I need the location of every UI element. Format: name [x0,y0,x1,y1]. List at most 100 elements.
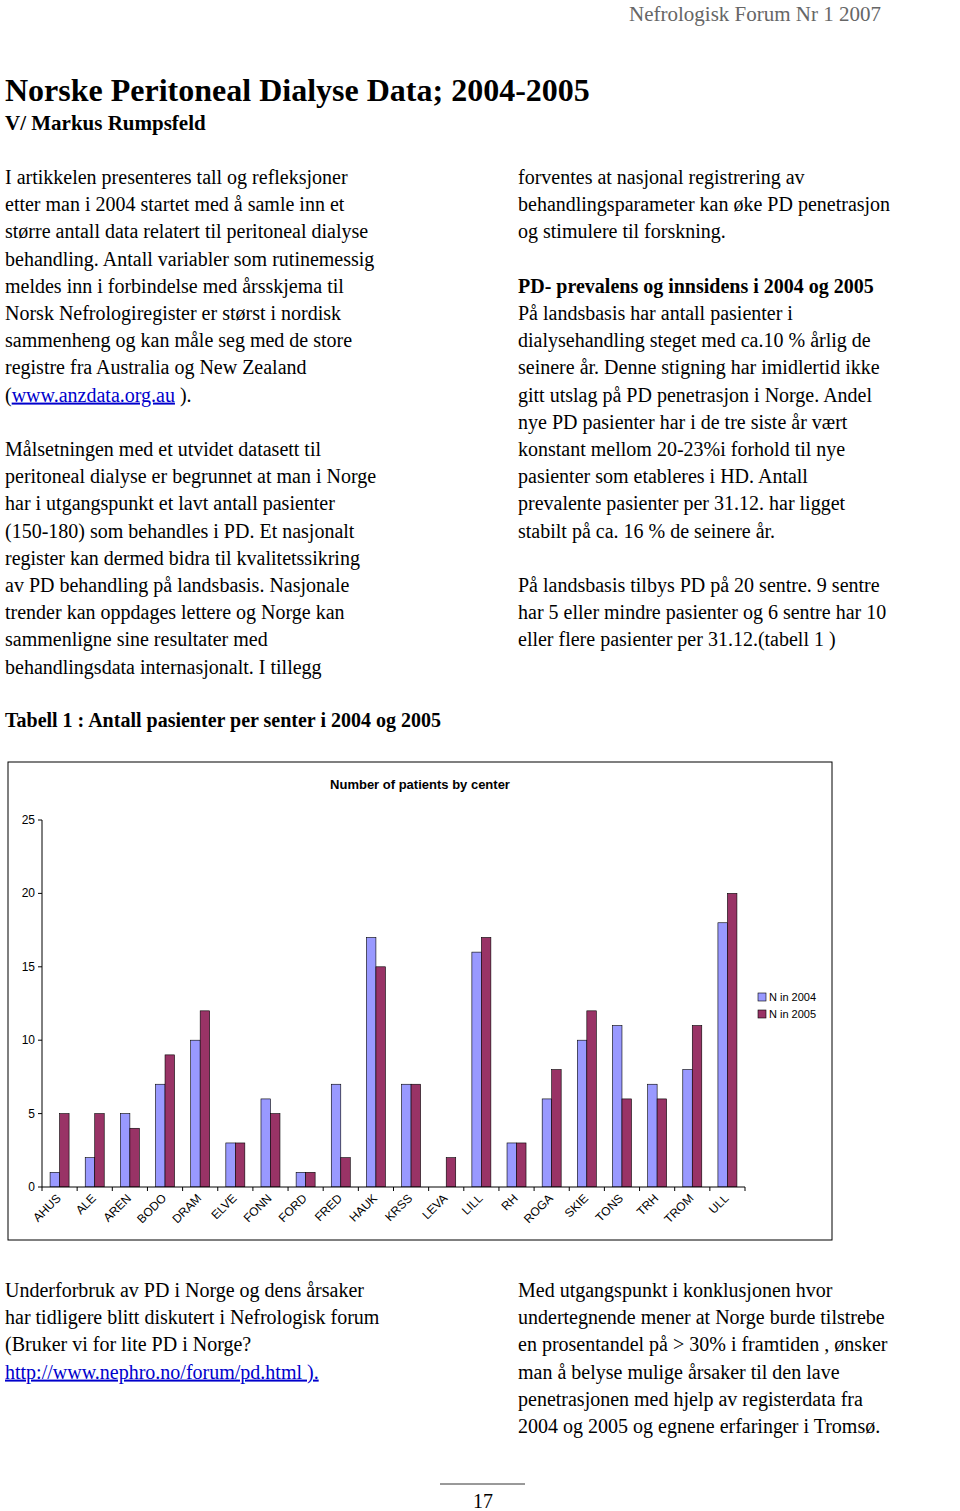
bar [156,1084,166,1187]
section-heading: PD- prevalens og innsidens i 2004 og 200… [518,275,874,298]
text-segment: 2004 og 2005 og egnene erfaringer i Trom… [518,1415,880,1438]
text-segment: meldes inn i forbindelse med årsskjema t… [5,275,344,298]
text-line: stabilt på ca. 16 % de seinere år. [518,520,775,543]
text-line: (Bruker vi for lite PD i Norge? [5,1333,251,1356]
bar [120,1114,130,1187]
text-segment: behandlingsparameter kan øke PD penetras… [518,193,890,216]
text-line: man å belyse mulige årsaker til den lave [518,1361,840,1384]
x-tick-label: SKIE [562,1191,591,1220]
text-line: sammenheng og kan måle seg med de store [5,329,352,352]
bar [50,1172,60,1187]
bar [226,1143,236,1187]
bar [341,1158,351,1187]
bar [306,1172,316,1187]
x-tick [147,1187,148,1191]
text-line: har tidligere blitt diskutert i Nefrolog… [5,1306,380,1329]
bar [95,1114,105,1187]
text-segment: register kan dermed bidra til kvalitetss… [5,547,360,570]
text-segment: Målsetningen med et utvidet datasett til [5,438,321,461]
x-tick [182,1187,183,1191]
x-tick-label: HAUK [347,1191,380,1224]
text-line: behandling. Antall variabler som rutinem… [5,248,374,271]
text-segment: sammenheng og kan måle seg med de store [5,329,352,352]
text-segment: prevalente pasienter per 31.12. har ligg… [518,492,846,515]
article-title: Norske Peritoneal Dialyse Data; 2004-200… [5,72,590,108]
text-segment: Norsk Nefrologiregister er størst i nord… [5,302,341,325]
bar [657,1099,667,1187]
x-tick-label: AHUS [30,1191,63,1224]
text-segment: Med utgangspunkt i konklusjonen hvor [518,1279,833,1302]
text-line: registre fra Australia og New Zealand [5,356,307,379]
bar [85,1158,95,1187]
x-tick [534,1187,535,1191]
text-line: har i utgangspunkt et lavt antall pasien… [5,492,335,515]
text-segment: forventes at nasjonal registrering av [518,166,805,189]
y-tick [38,820,42,821]
text-line: Med utgangspunkt i konklusjonen hvor [518,1279,833,1302]
text-line: I artikkelen presenteres tall og refleks… [5,166,348,189]
text-line: undertegnende mener at Norge burde tilst… [518,1306,885,1329]
text-line: 2004 og 2005 og egnene erfaringer i Trom… [518,1415,880,1438]
x-tick-label: LILL [459,1191,486,1218]
text-segment: pasienter som etableres i HD. Antall [518,465,808,488]
text-segment: registre fra Australia og New Zealand [5,356,307,379]
legend-swatch [758,1010,766,1018]
x-tick [709,1187,710,1191]
link[interactable]: http://www.nephro.no/forum/pd.html ). [5,1361,319,1384]
x-tick [498,1187,499,1191]
text-segment: etter man i 2004 startet med å samle inn… [5,193,345,215]
text-line: http://www.nephro.no/forum/pd.html ). [5,1361,319,1384]
text-segment: konstant mellom 20-23%i forhold til nye [518,438,845,461]
text-line: meldes inn i forbindelse med årsskjema t… [5,275,344,298]
text-line: På landsbasis tilbys PD på 20 sentre. 9 … [518,574,880,597]
x-tick [42,1187,43,1191]
text-line: Norsk Nefrologiregister er størst i nord… [5,302,341,325]
text-line: har 5 eller mindre pasienter og 6 sentre… [518,601,886,624]
text-segment: har tidligere blitt diskutert i Nefrolog… [5,1306,380,1329]
x-tick-label: TRH [634,1191,661,1218]
bar [692,1026,702,1187]
text-segment: Underforbruk av PD i Norge og dens årsak… [5,1279,364,1302]
y-tick-label: 10 [22,1033,36,1047]
x-tick [639,1187,640,1191]
text-line: penetrasjonen med hjelp av registerdata … [518,1388,863,1411]
text-line: behandlingsparameter kan øke PD penetras… [518,193,890,216]
x-tick-label: TROM [662,1191,697,1226]
text-segment: trender kan oppdages lettere og Norge ka… [5,601,345,624]
bar [411,1084,421,1187]
x-tick [569,1187,570,1191]
x-tick-label: BODO [134,1191,169,1226]
x-tick-label: RH [498,1191,520,1213]
text-line: Målsetningen med et utvidet datasett til [5,438,321,461]
x-tick-label: ELVE [208,1191,239,1222]
bar [366,937,376,1187]
text-segment: av PD behandling på landsbasis. Nasjonal… [5,574,349,597]
x-tick [288,1187,289,1191]
text-line: Underforbruk av PD i Norge og dens årsak… [5,1279,364,1302]
y-tick [38,1113,42,1114]
page-number: 17 [473,1490,493,1511]
bar [683,1070,693,1187]
text-segment: peritoneal dialyse er begrunnet at man i… [5,465,376,488]
bars [50,893,737,1187]
legend-label: N in 2005 [769,1008,816,1020]
text-segment: stabilt på ca. 16 % de seinere år. [518,520,775,543]
bar [552,1070,562,1187]
bar [718,923,728,1187]
chart-title: Number of patients by center [330,777,510,792]
x-tick [745,1187,746,1191]
text-segment: I artikkelen presenteres tall og refleks… [5,166,348,189]
x-tick [463,1187,464,1191]
x-tick [428,1187,429,1191]
x-tick [112,1187,113,1191]
text-segment: og stimulere til forskning. [518,220,726,243]
text-segment: man å belyse mulige årsaker til den lave [518,1361,840,1384]
chart-frame [8,762,832,1240]
text-line: en prosentandel på > 30% i framtiden , ø… [518,1333,888,1356]
link[interactable]: www.anzdata.org.au [12,384,175,407]
text-line: etter man i 2004 startet med å samle inn… [5,193,345,215]
text-line: konstant mellom 20-23%i forhold til nye [518,438,845,461]
y-axis [42,820,43,1187]
x-tick [358,1187,359,1191]
text-segment: behandlingsdata internasjonalt. I tilleg… [5,656,322,679]
